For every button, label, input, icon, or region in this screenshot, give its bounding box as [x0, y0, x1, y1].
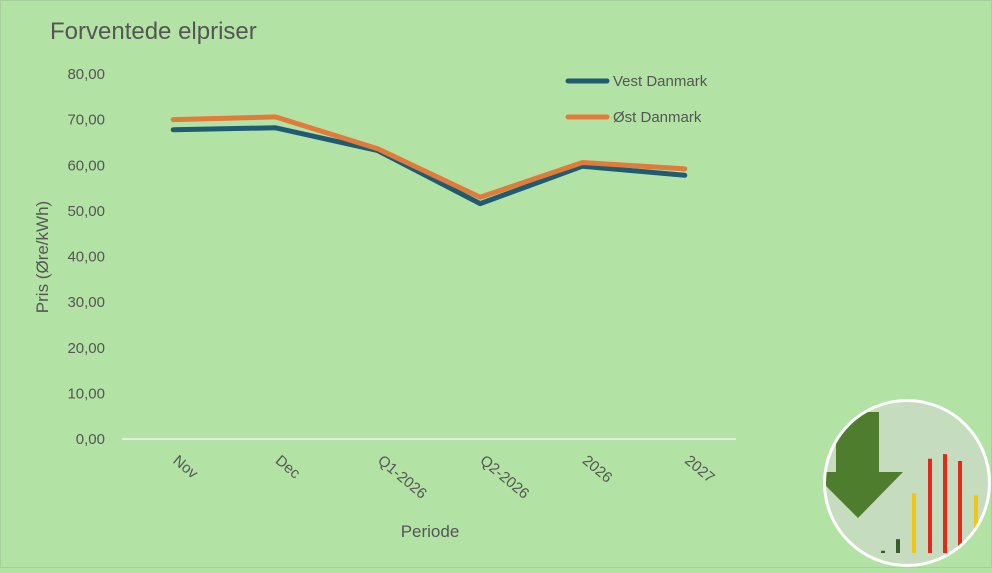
legend-label: Vest Danmark: [613, 73, 708, 90]
y-axis-label: Pris (Øre/kWh): [33, 201, 52, 313]
legend: Vest Danmark Øst Danmark: [568, 73, 708, 126]
y-tick-label: 40,00: [67, 249, 105, 266]
price-drop-logo-icon: [812, 398, 992, 568]
logo-bar: [958, 461, 962, 553]
y-tick-label: 80,00: [67, 66, 105, 83]
y-tick-label: 50,00: [67, 203, 105, 220]
x-tick-label: Q2-2026: [477, 452, 533, 503]
series-lines: [173, 117, 685, 204]
y-tick-label: 0,00: [76, 431, 105, 448]
y-tick-label: 70,00: [67, 112, 105, 129]
y-axis-ticks: 0,00 10,00 20,00 30,00 40,00 50,00 60,00 70,00 8…: [67, 66, 105, 448]
logo-bar: [943, 454, 947, 553]
y-tick-label: 60,00: [67, 157, 105, 174]
logo-bar: [928, 459, 932, 553]
logo-bar: [896, 539, 900, 553]
logo-bar: [881, 551, 885, 553]
x-tick-label: Nov: [170, 452, 202, 482]
y-tick-label: 10,00: [67, 385, 105, 402]
x-tick-label: Dec: [272, 452, 304, 482]
x-axis-ticks: Nov Dec Q1-2026 Q2-2026 2026 2027: [170, 452, 718, 503]
logo-bar: [912, 493, 916, 553]
y-tick-label: 20,00: [67, 340, 105, 357]
y-tick-label: 30,00: [67, 294, 105, 311]
x-axis-label: Periode: [401, 522, 460, 541]
x-tick-label: 2027: [681, 452, 717, 486]
x-tick-label: 2026: [579, 452, 615, 486]
x-tick-label: Q1-2026: [374, 452, 430, 503]
legend-label: Øst Danmark: [613, 109, 702, 126]
chart-title: Forventede elpriser: [50, 18, 257, 45]
